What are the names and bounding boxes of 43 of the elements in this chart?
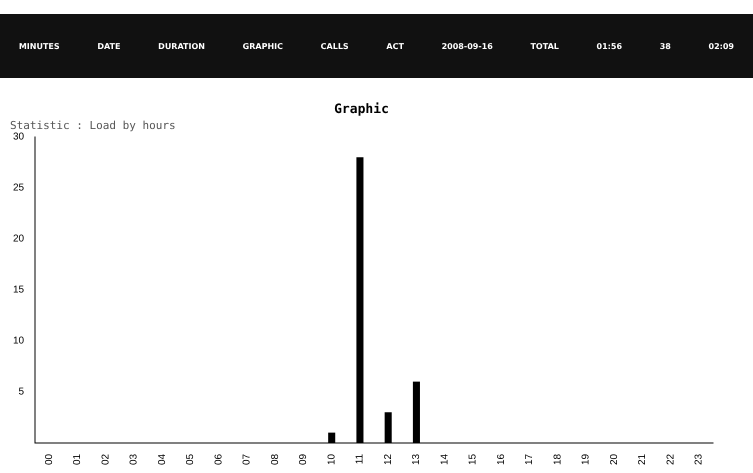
text: CALLS (320, 40, 350, 52)
x-tick-label: 07 (242, 453, 253, 465)
y-tick-label: 20 (13, 234, 25, 245)
x-tick-label: 04 (156, 453, 168, 465)
x-tick-label: 01 (72, 453, 84, 465)
chart-title: Graphic (334, 102, 389, 118)
x-tick-label: 00 (44, 453, 55, 465)
x-tick-label: 15 (468, 453, 479, 465)
text: 01:56 (596, 40, 624, 52)
y-tick-label: 10 (13, 336, 25, 347)
text: TOTAL (529, 40, 560, 52)
y-tick-label: 15 (13, 284, 25, 296)
x-tick-label: 10 (326, 453, 338, 465)
x-tick-label: 21 (637, 453, 648, 465)
x-tick-label: 09 (298, 453, 310, 465)
x-tick-label: 23 (694, 453, 705, 465)
x-tick-label: 05 (185, 453, 196, 465)
text: 38 (658, 40, 672, 52)
y-tick-label: 5 (18, 386, 25, 398)
x-tick-label: 13 (411, 453, 422, 465)
x-tick-label: 20 (608, 453, 620, 465)
text: DATE (96, 40, 122, 52)
x-tick-label: 22 (665, 453, 676, 465)
y-tick-label: 30 (13, 132, 25, 143)
x-tick-label: 12 (382, 453, 394, 465)
y-tick-label: 25 (13, 182, 25, 194)
x-tick-label: 08 (270, 453, 281, 465)
x-tick-label: 14 (439, 453, 450, 465)
x-tick-label: 11 (354, 453, 366, 464)
text: DURATION (157, 40, 206, 52)
x-tick-label: 16 (496, 453, 507, 465)
x-tick-label: 17 (524, 453, 536, 465)
chart-subtitle: Statistic : Load by hours (10, 119, 176, 132)
x-tick-label: 06 (213, 453, 224, 465)
text: GRAPHIC (242, 40, 284, 52)
x-tick-label: 18 (552, 453, 564, 465)
text: 02:09 (708, 40, 735, 52)
x-tick-label: 19 (580, 453, 592, 465)
x-tick-label: 03 (128, 453, 140, 465)
text: MINUTES (18, 40, 61, 52)
text: ACT (385, 40, 405, 52)
text: 2008-09-16 (440, 40, 494, 52)
x-tick-label: 02 (100, 453, 112, 465)
